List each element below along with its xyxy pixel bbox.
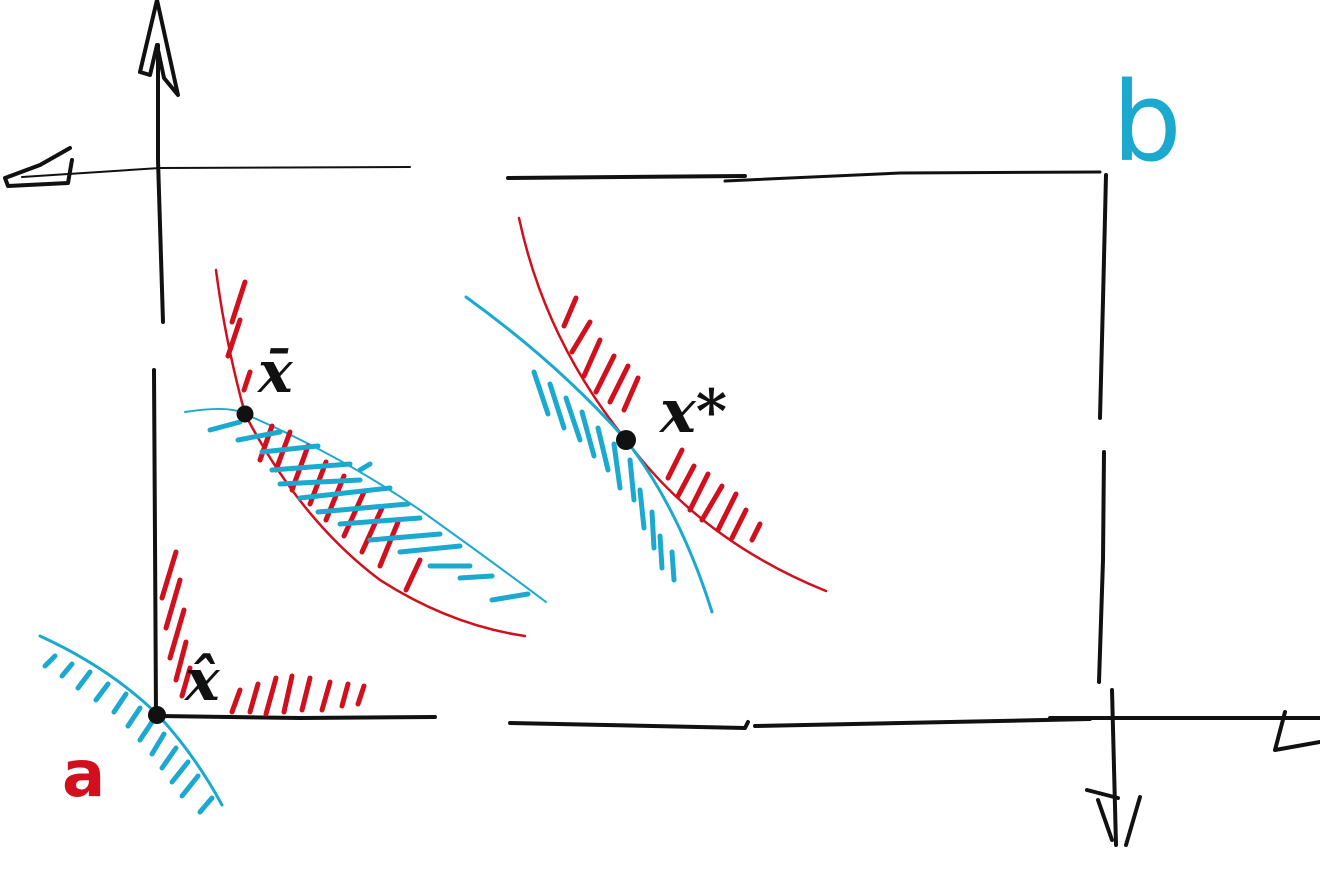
left-axis-lower <box>152 368 158 717</box>
point-x-star-group <box>464 216 828 614</box>
right-arrow-head <box>1273 710 1320 752</box>
blue-hatch-xstar <box>531 369 677 583</box>
bottom-axis-2 <box>508 720 750 730</box>
corner-a-cones <box>38 549 367 815</box>
box-frame <box>3 0 1320 847</box>
right-edge-bottom <box>1110 688 1118 847</box>
point-x-bar-dot <box>236 405 254 423</box>
blue-hatch-a <box>42 653 215 815</box>
point-a-dot <box>148 706 166 724</box>
red-curve-xbar <box>214 268 527 638</box>
right-edge-upper <box>1098 173 1108 420</box>
bottom-axis-3 <box>753 717 1092 728</box>
blue-hatch-xbar <box>207 419 531 603</box>
right-edge-lower <box>1097 450 1106 684</box>
down-arrow-head <box>1085 788 1142 847</box>
top-edge-1 <box>21 166 411 178</box>
label-a: a <box>62 738 105 812</box>
label-x-star: x* <box>658 377 727 447</box>
point-x-bar-group <box>184 268 547 638</box>
blue-curve-xbar <box>184 408 547 603</box>
top-edge-3 <box>723 170 1102 183</box>
red-hatch-xstar <box>561 295 763 543</box>
left-axis <box>156 43 165 324</box>
label-x-hat: x̂ <box>183 646 221 714</box>
point-x-star-dot <box>616 430 636 450</box>
label-x-bar: x̄ <box>256 338 294 406</box>
bottom-axis-1 <box>158 714 437 720</box>
up-arrow-head <box>138 0 180 97</box>
label-b: b <box>1112 58 1182 186</box>
top-edge-2 <box>506 174 747 180</box>
red-hatch-a <box>159 549 367 717</box>
top-left-arrow <box>3 146 74 188</box>
